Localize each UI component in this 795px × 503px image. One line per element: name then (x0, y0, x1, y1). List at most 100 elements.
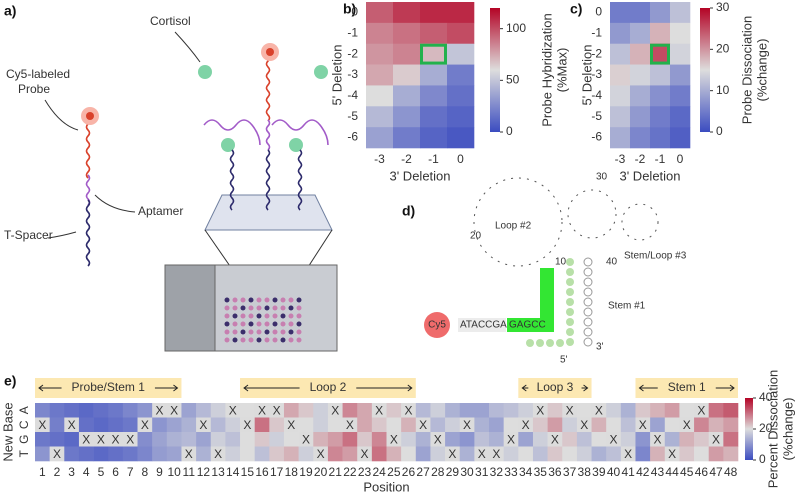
cell (357, 417, 373, 433)
base (583, 267, 593, 277)
cell (518, 432, 534, 447)
cell (664, 417, 680, 433)
x-tick-label: 22 (343, 465, 357, 479)
cell (503, 417, 519, 433)
spot (232, 321, 238, 327)
x-tick-label: 17 (270, 465, 284, 479)
colorbar-tick-label: 100 (506, 21, 526, 35)
cell (670, 43, 691, 65)
x-tick-label: 6 (112, 465, 119, 479)
x-tick-label: 21 (329, 465, 343, 479)
x-tick-label: 39 (592, 465, 606, 479)
cell (474, 432, 490, 447)
region (518, 378, 592, 398)
spot (240, 337, 246, 343)
cell (313, 417, 329, 433)
cortisol (198, 65, 212, 79)
loop-label: Loop #2 (495, 221, 532, 232)
arrow (38, 384, 62, 392)
x-tick-label: 16 (255, 465, 269, 479)
cell (371, 432, 387, 447)
aptamer-label: Aptamer (138, 204, 183, 218)
cell (420, 64, 448, 86)
y-tick-label: -1 (591, 25, 602, 39)
spot (240, 321, 246, 327)
panel-label: c) (570, 1, 582, 17)
mask-label: X (653, 432, 661, 446)
strand (297, 149, 303, 211)
tail-seq: ATACCGA (460, 320, 507, 331)
region (240, 378, 416, 398)
colorbar-tick-label: 40 (759, 390, 773, 404)
spot (248, 297, 254, 303)
mask-label: X (185, 447, 193, 461)
spot (296, 337, 302, 343)
y-tick-label: -3 (347, 67, 358, 81)
x-tick-label: 1 (39, 465, 46, 479)
cell (708, 446, 724, 462)
cell (489, 403, 504, 418)
masked-cell (108, 432, 124, 447)
x-tick-label: 37 (563, 465, 577, 479)
stem (526, 257, 593, 347)
structure: d) Loop #2 Stem/Loop #3 Stem #1 Cy5 ATAC… (402, 172, 687, 366)
cell (64, 403, 80, 418)
masked-cell (650, 432, 666, 447)
colorbar-label: (%change) (780, 398, 795, 461)
cell (459, 432, 475, 447)
masked-cell (606, 432, 622, 447)
cortisol-label: Cortisol (150, 14, 191, 28)
base (536, 339, 544, 347)
base (566, 298, 574, 306)
cortisol (289, 138, 303, 152)
array (224, 297, 302, 343)
masked-cell (694, 403, 710, 418)
mask-label: X (287, 418, 295, 432)
cell (694, 432, 710, 447)
spot (280, 305, 286, 311)
x-tick-label: 48 (724, 465, 738, 479)
y-tick-label: 0 (351, 5, 358, 19)
strand (85, 199, 91, 267)
y-tick-label: 0 (595, 5, 602, 19)
cell (447, 85, 475, 107)
base (583, 307, 593, 317)
masked-cell (298, 432, 314, 447)
cell (420, 2, 448, 24)
mask-label: X (507, 432, 515, 446)
spot (288, 313, 294, 319)
base (583, 297, 593, 307)
spot (224, 313, 230, 319)
spot (248, 337, 254, 343)
y-tick-label: -6 (347, 130, 358, 144)
cell (459, 403, 475, 418)
cell (679, 446, 695, 462)
cell (225, 432, 241, 447)
spot (296, 329, 302, 335)
colorbar-tick-label: 20 (716, 42, 730, 56)
strand (85, 174, 91, 206)
x-axis-label: 3' Deletion (619, 168, 680, 183)
x-tick-label: 33 (504, 465, 518, 479)
cell (64, 446, 80, 462)
cell (606, 417, 622, 433)
x-tick-label: 28 (431, 465, 445, 479)
cell (664, 403, 680, 418)
cell (620, 417, 636, 433)
mask-label: X (390, 432, 398, 446)
arrow (715, 384, 735, 392)
cell (386, 417, 402, 433)
cell (447, 127, 475, 149)
cell (313, 432, 329, 447)
region-label: Stem 1 (668, 380, 706, 394)
cell (591, 417, 607, 433)
cell (108, 403, 124, 418)
cell (64, 432, 80, 447)
spot (264, 337, 270, 343)
position: 20 (470, 231, 482, 242)
spot (272, 313, 278, 319)
colorbar (490, 8, 500, 132)
cell (152, 446, 168, 462)
colorbar (700, 8, 710, 132)
cell (576, 446, 592, 462)
